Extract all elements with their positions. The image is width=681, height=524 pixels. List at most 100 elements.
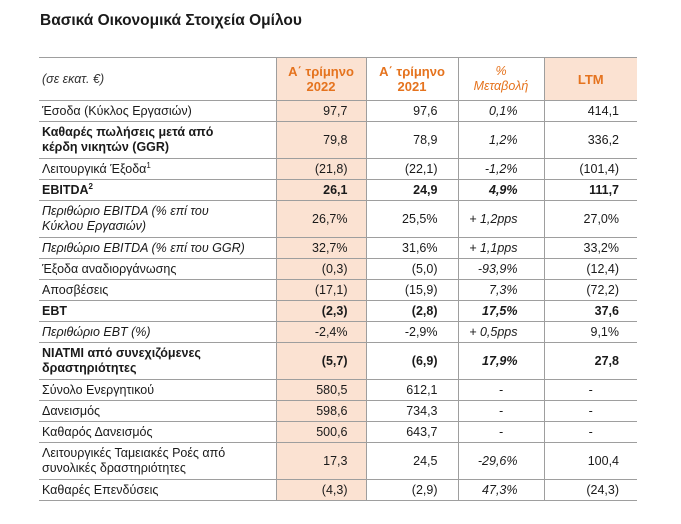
table-row: Αποσβέσεις (17,1) (15,9) 7,3% (72,2) [39, 279, 637, 301]
value-q1-2022: 17,3 [275, 442, 366, 480]
header-ltm: LTM [543, 57, 637, 101]
table-row: Καθαρές Επενδύσεις (4,3) (2,9) 47,3% (24,3) [39, 479, 637, 501]
value-q1-2022: 598,6 [275, 400, 366, 422]
table-row: ΝΙΑΤΜΙ από συνεχιζόμενες δραστηριότητες (5… [39, 342, 637, 380]
financial-table: (σε εκατ. €) Α΄ τρίμηνο 2022 Α΄ τρίμηνο … [39, 57, 637, 501]
value-ltm: 9,1% [543, 321, 637, 343]
row-label: Έσοδα (Κύκλος Εργασιών) [39, 100, 276, 122]
value-q1-2021: 24,9 [365, 179, 458, 201]
value-q1-2021: (5,0) [365, 258, 458, 280]
table-row: Καθαρός Δανεισμός 500,6 643,7- - [39, 421, 637, 443]
value-q1-2022: 26,7% [275, 200, 366, 238]
row-label: Αποσβέσεις [39, 279, 276, 301]
value-change: 1,2% [457, 121, 544, 159]
value-ltm: (101,4) [543, 158, 637, 180]
row-label: Λειτουργικές Ταμειακές Ροές από συνολικές… [39, 442, 276, 480]
value-ltm: (12,4) [543, 258, 637, 280]
value-q1-2022: (4,3) [275, 479, 366, 501]
value-ltm: - [543, 400, 637, 422]
row-label: Καθαρές Επενδύσεις [39, 479, 276, 501]
row-label: ΝΙΑΤΜΙ από συνεχιζόμενες δραστηριότητες [39, 342, 276, 380]
table-row: Σύνολο Ενεργητικού 580,5 612,1- - [39, 379, 637, 401]
value-change: 7,3% [457, 279, 544, 301]
row-label: Καθαρός Δανεισμός [39, 421, 276, 443]
value-q1-2021: (15,9) [365, 279, 458, 301]
value-q1-2022: 32,7% [275, 237, 366, 259]
value-q1-2022: (17,1) [275, 279, 366, 301]
header-change: % Μεταβολή [457, 57, 544, 101]
table-row: Δανεισμός 598,6 734,3- - [39, 400, 637, 422]
row-label: Έξοδα αναδιοργάνωσης [39, 258, 276, 280]
value-ltm: (72,2) [543, 279, 637, 301]
value-change: + 1,2pps [457, 200, 544, 238]
value-ltm: (24,3) [543, 479, 637, 501]
value-q1-2021: 612,1 [365, 379, 458, 401]
value-ltm: - [543, 421, 637, 443]
value-q1-2022: (2,3) [275, 300, 366, 322]
value-change: -1,2% [457, 158, 544, 180]
value-ltm: - [543, 379, 637, 401]
value-change: -93,9% [457, 258, 544, 280]
row-label: Περιθώριο EBITDA (% επί του Κύκλου Εργασι… [39, 200, 276, 238]
value-ltm: 33,2% [543, 237, 637, 259]
value-change: - [457, 379, 544, 401]
value-ltm: 111,7 [543, 179, 637, 201]
page-title: Βασικά Οικονομικά Στοιχεία Ομίλου [40, 12, 302, 29]
value-q1-2021: 97,6 [365, 100, 458, 122]
table-row: Έσοδα (Κύκλος Εργασιών) 97,7 97,6 0,1% 414,1 [39, 100, 637, 122]
value-change: 4,9% [457, 179, 544, 201]
footnote-marker: 2 [88, 181, 93, 191]
value-q1-2021: 31,6% [365, 237, 458, 259]
table-row: EBT (2,3) (2,8) 17,5% 37,6 [39, 300, 637, 322]
table-row: Περιθώριο EBITDA (% επί του GGR) 32,7% 31,… [39, 237, 637, 259]
value-q1-2022: (21,8) [275, 158, 366, 180]
value-q1-2021: 78,9 [365, 121, 458, 159]
value-q1-2021: (2,8) [365, 300, 458, 322]
table-row: Περιθώριο EBT (%) -2,4% -2,9% + 0,5pps 9,1% [39, 321, 637, 343]
unit-label: (σε εκατ. €) [39, 57, 276, 101]
value-change: -29,6% [457, 442, 544, 480]
header-q1-2022: Α΄ τρίμηνο 2022 [275, 57, 366, 101]
value-change: 17,5% [457, 300, 544, 322]
value-q1-2021: (22,1) [365, 158, 458, 180]
table-row: Καθαρές πωλήσεις μετά από κέρδη νικητών (… [39, 121, 637, 159]
row-label: EBITDA2 [39, 179, 276, 201]
value-q1-2021: 24,5 [365, 442, 458, 480]
value-q1-2022: (5,7) [275, 342, 366, 380]
value-q1-2021: (6,9) [365, 342, 458, 380]
table-row: Λειτουργικές Ταμειακές Ροές από συνολικές… [39, 442, 637, 480]
value-ltm: 336,2 [543, 121, 637, 159]
value-q1-2022: 580,5 [275, 379, 366, 401]
table-row: Έξοδα αναδιοργάνωσης (0,3) (5,0) -93,9% (12,… [39, 258, 637, 280]
header-q1-2021: Α΄ τρίμηνο 2021 [365, 57, 458, 101]
value-change: + 1,1pps [457, 237, 544, 259]
value-q1-2022: (0,3) [275, 258, 366, 280]
value-q1-2021: 643,7 [365, 421, 458, 443]
value-change: - [457, 421, 544, 443]
row-label: Λειτουργικά Έξοδα1 [39, 158, 276, 180]
value-q1-2022: 97,7 [275, 100, 366, 122]
footnote-marker: 1 [146, 160, 151, 170]
value-q1-2022: 26,1 [275, 179, 366, 201]
table-row: Λειτουργικά Έξοδα1 (21,8) (22,1) -1,2% (101,… [39, 158, 637, 180]
table-row: Περιθώριο EBITDA (% επί του Κύκλου Εργασι… [39, 200, 637, 238]
value-q1-2021: -2,9% [365, 321, 458, 343]
value-q1-2021: 25,5% [365, 200, 458, 238]
table-header-row: (σε εκατ. €) Α΄ τρίμηνο 2022 Α΄ τρίμηνο … [39, 57, 637, 101]
value-q1-2022: -2,4% [275, 321, 366, 343]
value-change: 47,3% [457, 479, 544, 501]
row-label: Δανεισμός [39, 400, 276, 422]
table-row: EBITDA2 26,1 24,9 4,9% 111,7 [39, 179, 637, 201]
value-q1-2021: 734,3 [365, 400, 458, 422]
value-change: - [457, 400, 544, 422]
row-label: Καθαρές πωλήσεις μετά από κέρδη νικητών (… [39, 121, 276, 159]
value-q1-2022: 500,6 [275, 421, 366, 443]
value-q1-2021: (2,9) [365, 479, 458, 501]
value-change: + 0,5pps [457, 321, 544, 343]
row-label: EBT [39, 300, 276, 322]
value-ltm: 27,8 [543, 342, 637, 380]
value-ltm: 27,0% [543, 200, 637, 238]
value-change: 17,9% [457, 342, 544, 380]
value-q1-2022: 79,8 [275, 121, 366, 159]
row-label: Περιθώριο EBITDA (% επί του GGR) [39, 237, 276, 259]
